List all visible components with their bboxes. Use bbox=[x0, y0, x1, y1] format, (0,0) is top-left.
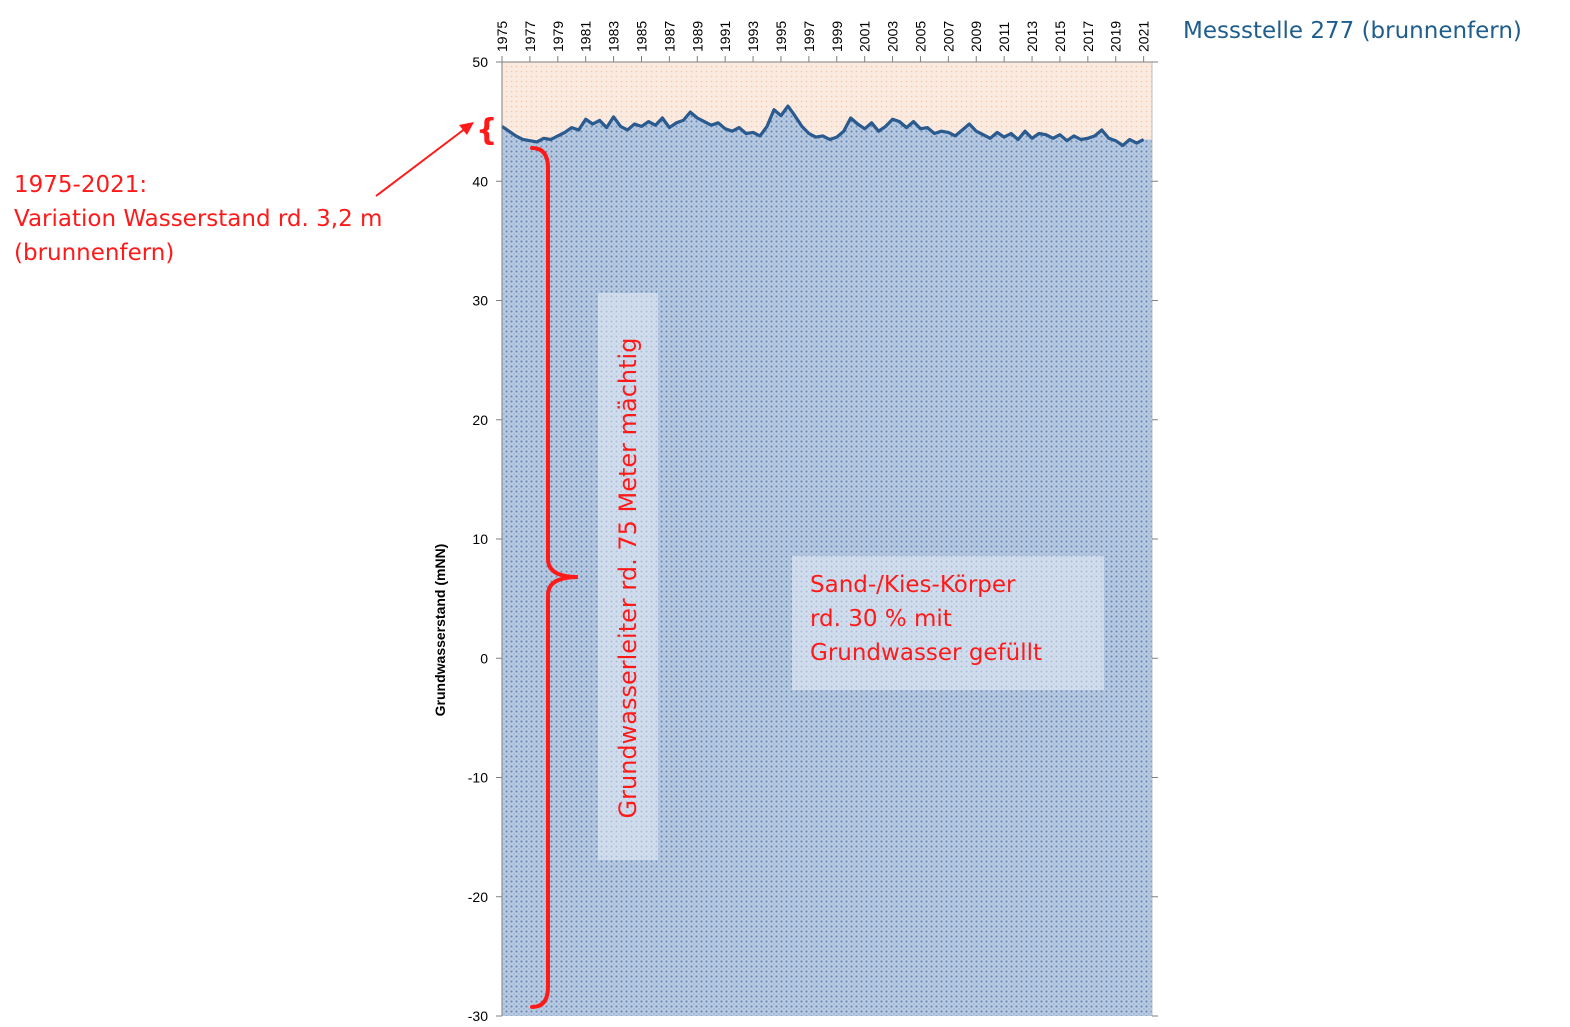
y-tick-label: 0 bbox=[480, 650, 488, 666]
x-tick-label: 2001 bbox=[857, 21, 873, 52]
variation-arrow-line bbox=[375, 127, 467, 197]
y-tick-label: 10 bbox=[472, 531, 488, 547]
y-axis-label: Grundwasserstand (mNN) bbox=[432, 543, 448, 717]
y-tick-label: 40 bbox=[472, 173, 488, 189]
x-tick-label: 1989 bbox=[689, 21, 705, 52]
x-tick-label: 1977 bbox=[522, 21, 538, 52]
x-tick-label: 1991 bbox=[717, 21, 733, 52]
variation-arrow-head bbox=[459, 122, 474, 135]
sand-line-1: Sand-/Kies-Körper bbox=[810, 572, 1016, 598]
x-tick-label: 2013 bbox=[1024, 21, 1040, 52]
y-tick-label: -20 bbox=[468, 889, 488, 905]
y-tick-label: 30 bbox=[472, 293, 488, 309]
x-tick-label: 1975 bbox=[494, 21, 510, 52]
x-tick-label: 1985 bbox=[633, 21, 649, 52]
series-line-messstelle-277 bbox=[501, 104, 1145, 148]
variation-brace: { bbox=[476, 113, 497, 148]
x-tick-label: 2005 bbox=[912, 21, 928, 52]
sand-line-2: rd. 30 % mit bbox=[810, 606, 952, 632]
aquifer-thickness-annotation: Grundwasserleiter rd. 75 Meter mächtig bbox=[614, 337, 642, 819]
variation-line-1: 1975-2021: bbox=[14, 172, 148, 198]
x-tick-label: 2003 bbox=[885, 21, 901, 52]
x-tick-label: 1981 bbox=[578, 21, 594, 52]
x-tick-label: 2009 bbox=[968, 21, 984, 52]
variation-line-2: Variation Wasserstand rd. 3,2 m bbox=[14, 206, 383, 232]
aquifer-brace bbox=[530, 146, 579, 1009]
variation-annotation: 1975-2021: Variation Wasserstand rd. 3,2… bbox=[14, 168, 382, 270]
x-tick-label: 1987 bbox=[661, 21, 677, 52]
x-tick-label: 2011 bbox=[996, 22, 1012, 52]
aquifer-label-box bbox=[598, 293, 658, 860]
y-tick-label: -30 bbox=[468, 1008, 488, 1024]
x-tick-label: 1997 bbox=[801, 21, 817, 52]
y-tick-label: 20 bbox=[472, 412, 488, 428]
variation-line-3: (brunnenfern) bbox=[14, 240, 175, 266]
x-tick-label: 2015 bbox=[1052, 21, 1068, 52]
y-tick-label: 50 bbox=[472, 54, 488, 70]
x-tick-label: 2021 bbox=[1136, 21, 1152, 52]
y-tick-label: -10 bbox=[468, 770, 488, 786]
x-tick-label: 1979 bbox=[550, 21, 566, 52]
x-tick-label: 1995 bbox=[773, 21, 789, 52]
x-tick-label: 2007 bbox=[940, 21, 956, 52]
sand-line-3: Grundwasser gefüllt bbox=[810, 640, 1043, 666]
x-tick-label: 1983 bbox=[606, 21, 622, 52]
x-tick-label: 2019 bbox=[1108, 21, 1124, 52]
series-label: Messstelle 277 (brunnenfern) bbox=[1183, 18, 1522, 44]
sand-gravel-annotation: Sand-/Kies-Körper rd. 30 % mit Grundwass… bbox=[792, 556, 1104, 670]
sand-gravel-label-box: Sand-/Kies-Körper rd. 30 % mit Grundwass… bbox=[792, 556, 1104, 690]
x-tick-label: 1993 bbox=[745, 21, 761, 52]
x-tick-label: 1999 bbox=[829, 21, 845, 52]
x-tick-label: 2017 bbox=[1080, 21, 1096, 52]
